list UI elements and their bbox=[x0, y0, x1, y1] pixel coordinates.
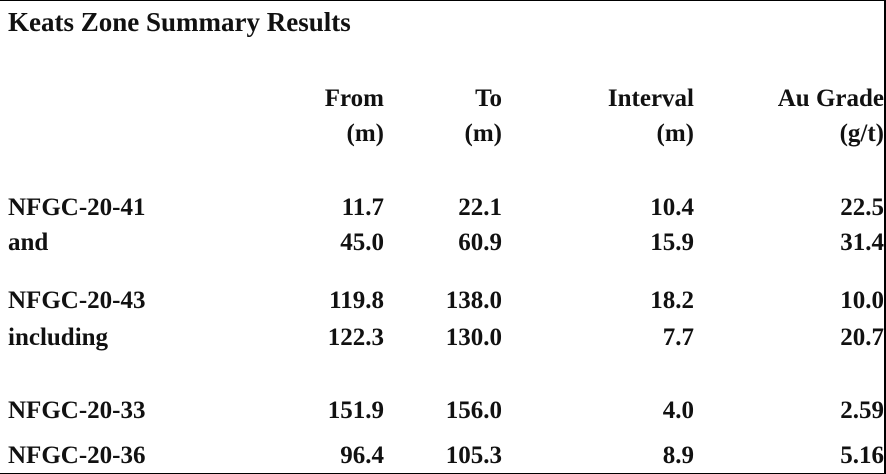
cell: 151.9 bbox=[327, 397, 384, 424]
cell: 2.59 bbox=[840, 397, 884, 424]
cell: 31.4 bbox=[840, 229, 884, 256]
column-header: Au Grade bbox=[777, 85, 884, 112]
cell: 15.9 bbox=[650, 229, 694, 256]
cell: 5.16 bbox=[840, 442, 884, 469]
cell: 130.0 bbox=[445, 324, 502, 351]
row-label: and bbox=[8, 229, 49, 256]
column-header: (m) bbox=[464, 120, 502, 147]
column-header: (m) bbox=[656, 120, 694, 147]
cell: 8.9 bbox=[662, 442, 694, 469]
row-label: NFGC-20-41 bbox=[8, 194, 146, 221]
cell: 45.0 bbox=[340, 229, 384, 256]
column-header: (g/t) bbox=[839, 120, 884, 147]
cell: 138.0 bbox=[445, 287, 502, 314]
row-label: NFGC-20-36 bbox=[8, 442, 146, 469]
cell: 20.7 bbox=[840, 324, 884, 351]
title: Keats Zone Summary Results bbox=[8, 7, 351, 37]
cell: 156.0 bbox=[445, 397, 502, 424]
row-label: NFGC-20-43 bbox=[8, 287, 146, 314]
cell: 96.4 bbox=[340, 442, 384, 469]
column-header: (m) bbox=[346, 120, 384, 147]
cell: 7.7 bbox=[662, 324, 694, 351]
cell: 105.3 bbox=[445, 442, 502, 469]
cell: 22.5 bbox=[840, 194, 884, 221]
column-header: Interval bbox=[607, 85, 694, 112]
cell: 119.8 bbox=[329, 287, 384, 314]
row-label: NFGC-20-33 bbox=[8, 397, 146, 424]
cell: 122.3 bbox=[327, 324, 384, 351]
column-header: From bbox=[324, 85, 384, 112]
cell: 22.1 bbox=[458, 194, 502, 221]
cell: 11.7 bbox=[341, 194, 384, 221]
row-label: including bbox=[8, 324, 109, 351]
cell: 60.9 bbox=[458, 229, 502, 256]
column-header: To bbox=[475, 85, 502, 112]
cell: 18.2 bbox=[650, 287, 694, 314]
cell: 10.0 bbox=[840, 287, 884, 314]
cell: 4.0 bbox=[662, 397, 694, 424]
cell: 10.4 bbox=[650, 194, 694, 221]
